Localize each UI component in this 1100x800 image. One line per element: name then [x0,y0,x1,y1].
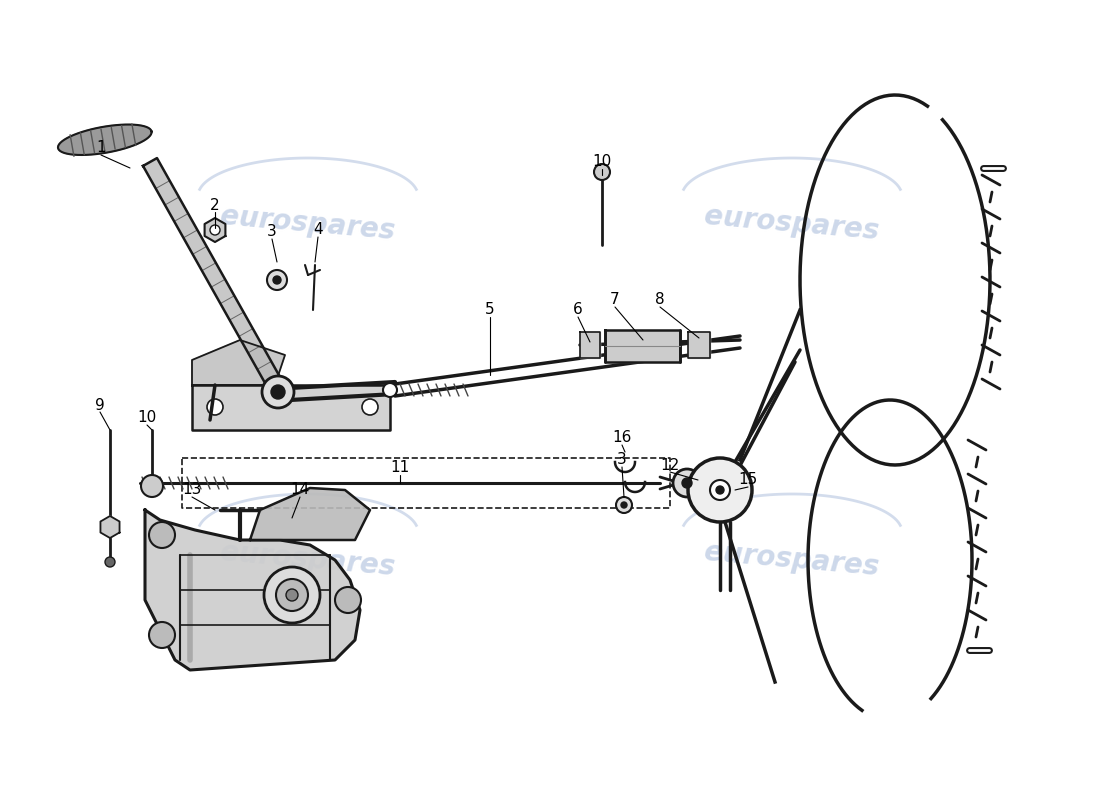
Text: eurospares: eurospares [219,202,397,246]
Circle shape [673,469,701,497]
Circle shape [682,478,692,488]
Text: 3: 3 [617,453,627,467]
Text: 5: 5 [485,302,495,318]
Polygon shape [192,340,285,385]
Polygon shape [205,218,225,242]
Text: eurospares: eurospares [703,538,881,582]
Circle shape [141,475,163,497]
Text: 3: 3 [267,225,277,239]
Polygon shape [250,488,370,540]
Circle shape [148,522,175,548]
Circle shape [262,376,294,408]
Polygon shape [192,385,390,430]
Text: eurospares: eurospares [703,202,881,246]
Circle shape [267,270,287,290]
Text: 12: 12 [660,458,680,473]
Text: 14: 14 [290,482,309,498]
Circle shape [594,164,610,180]
Circle shape [104,557,116,567]
Text: 16: 16 [613,430,631,446]
Text: 9: 9 [95,398,104,413]
Circle shape [273,276,280,284]
Text: 10: 10 [593,154,612,170]
Text: 6: 6 [573,302,583,318]
Circle shape [336,587,361,613]
Polygon shape [58,125,152,155]
Circle shape [688,458,752,522]
Circle shape [286,589,298,601]
Text: 10: 10 [138,410,156,426]
Circle shape [716,486,724,494]
Text: 1: 1 [96,141,106,155]
Circle shape [271,385,285,399]
Circle shape [148,622,175,648]
Circle shape [264,567,320,623]
Text: 7: 7 [610,293,619,307]
Circle shape [710,480,730,500]
Polygon shape [605,330,680,362]
Text: 8: 8 [656,293,664,307]
Text: 13: 13 [183,482,201,498]
Text: 11: 11 [390,461,409,475]
Polygon shape [580,332,600,358]
Text: 15: 15 [738,473,758,487]
Circle shape [621,502,627,508]
Polygon shape [143,158,284,392]
Circle shape [616,497,632,513]
Text: 4: 4 [314,222,322,238]
Circle shape [207,399,223,415]
Polygon shape [145,510,360,670]
Circle shape [362,399,378,415]
Circle shape [210,225,220,235]
Circle shape [276,579,308,611]
Polygon shape [100,516,120,538]
Text: eurospares: eurospares [219,538,397,582]
Text: 2: 2 [210,198,220,213]
Circle shape [383,383,397,397]
Polygon shape [688,332,710,358]
